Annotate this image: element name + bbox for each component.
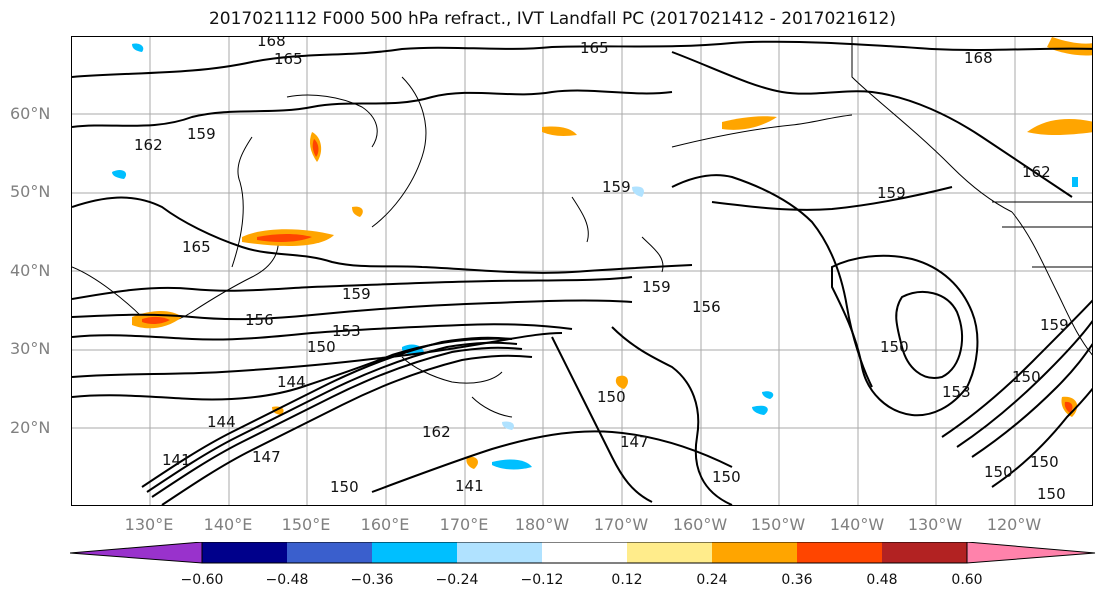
contour-label: 150 [330, 478, 359, 496]
colorbar-extend-low [70, 542, 203, 564]
contour-label: 141 [162, 451, 191, 469]
contour-label: 159 [642, 278, 671, 296]
colorbar-tick-label: −0.36 [350, 572, 394, 588]
colorbar-tick-label: 0.36 [781, 572, 813, 588]
lon-label-150w: 150°W [750, 515, 806, 534]
map-title: 2017021112 F000 500 hPa refract., IVT La… [208, 9, 896, 29]
colorbar-segment [542, 542, 627, 563]
colorbar-tick-label: 0.60 [951, 572, 983, 588]
colorbar-segment [882, 542, 967, 563]
contour-label: 168 [964, 49, 993, 67]
contour-label: 150 [712, 468, 741, 486]
lon-label-130w: 130°W [907, 515, 963, 534]
lon-label-170w: 170°W [593, 515, 649, 534]
filled-anomaly-patches [112, 37, 1092, 470]
colorbar-tick-label: −0.48 [265, 572, 309, 588]
lon-label-140e: 140°E [203, 515, 253, 534]
contour-label: 165 [182, 238, 211, 256]
contour-label: 159 [877, 184, 906, 202]
contour-label: 147 [252, 448, 281, 466]
contour-label: 165 [274, 50, 303, 68]
lat-label-40n: 40°N [10, 261, 51, 280]
lon-label-160w: 160°W [672, 515, 728, 534]
contour-label: 162 [422, 423, 451, 441]
colorbar-segment [287, 542, 372, 563]
contour-label: 153 [942, 383, 971, 401]
contour-label: 150 [1030, 453, 1059, 471]
colorbar-extend-high [966, 542, 1096, 564]
colorbar-tick-label: 0.12 [611, 572, 643, 588]
lon-label-130e: 130°E [124, 515, 174, 534]
colorbar-segment [202, 542, 287, 563]
colorbar-segment [627, 542, 712, 563]
lon-label-150e: 150°E [281, 515, 331, 534]
colorbar [70, 542, 1096, 564]
contour-label: 156 [692, 298, 721, 316]
map-canvas: 168 165 165 168 162 159 159 159 162 165 … [72, 37, 1092, 505]
contour-label: 162 [1022, 163, 1051, 181]
contour-label: 159 [602, 178, 631, 196]
contour-label: 168 [257, 37, 286, 50]
map-panel: 168 165 165 168 162 159 159 159 162 165 … [71, 36, 1093, 506]
contour-label: 144 [277, 373, 306, 391]
contour-label: 150 [597, 388, 626, 406]
lat-label-50n: 50°N [10, 182, 51, 201]
contour-label: 150 [984, 463, 1013, 481]
contour-label: 150 [1012, 368, 1041, 386]
coastlines [72, 37, 1092, 356]
contour-label: 150 [880, 338, 909, 356]
height-contours [72, 40, 1092, 505]
contour-label: 150 [1037, 485, 1066, 503]
graticule [72, 37, 1092, 505]
lat-label-30n: 30°N [10, 339, 51, 358]
contour-label: 147 [620, 433, 649, 451]
contour-label: 141 [455, 477, 484, 495]
contour-label: 150 [307, 338, 336, 356]
contour-label: 153 [332, 322, 361, 340]
colorbar-tick-label: −0.12 [520, 572, 564, 588]
lat-label-20n: 20°N [10, 418, 51, 437]
contour-label: 159 [187, 125, 216, 143]
colorbar-tick-label: 0.48 [866, 572, 898, 588]
colorbar-tick-label: −0.60 [180, 572, 224, 588]
contour-label: 159 [342, 285, 371, 303]
contour-labels: 168 165 165 168 162 159 159 159 162 165 … [134, 37, 1069, 503]
colorbar-segment [372, 542, 457, 563]
contour-label: 144 [207, 413, 236, 431]
colorbar-tick-label: 0.24 [696, 572, 728, 588]
lon-label-120w: 120°W [986, 515, 1042, 534]
contour-label: 162 [134, 136, 163, 154]
lon-label-140w: 140°W [829, 515, 885, 534]
contour-label: 156 [245, 311, 274, 329]
anomaly-contours [401, 196, 664, 418]
lon-label-160e: 160°E [360, 515, 410, 534]
contour-label: 159 [1040, 316, 1069, 334]
contour-label: 165 [580, 39, 609, 57]
colorbar-segment [797, 542, 882, 563]
lat-label-60n: 60°N [10, 104, 51, 123]
colorbar-segment [457, 542, 542, 563]
lon-label-180w: 180°W [514, 515, 570, 534]
colorbar-segment [712, 542, 797, 563]
colorbar-tick-label: −0.24 [435, 572, 479, 588]
lon-label-170e: 170°E [439, 515, 489, 534]
